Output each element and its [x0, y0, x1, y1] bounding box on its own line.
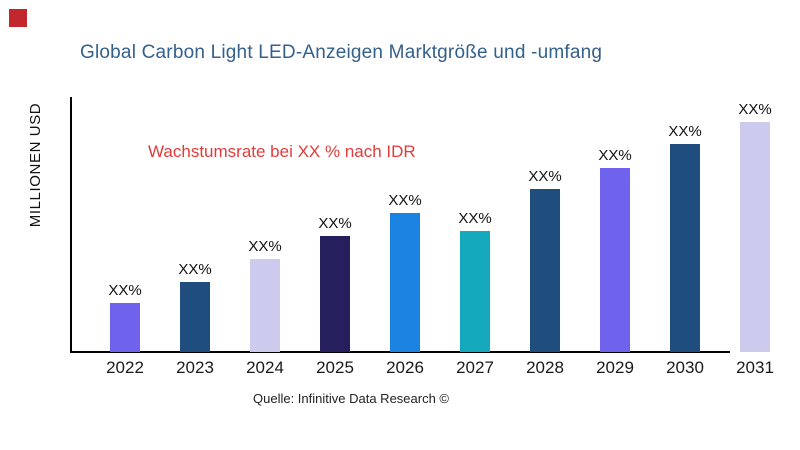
bar-value-label-2027: XX% [458, 210, 492, 227]
x-tick-label-2031: 2031 [736, 358, 774, 377]
bar-value-label-2026: XX% [388, 192, 422, 209]
y-axis-line [70, 97, 72, 352]
x-tick-label-2028: 2028 [526, 358, 564, 377]
bar-value-label-2023: XX% [178, 261, 212, 278]
x-tick-label-2024: 2024 [246, 358, 284, 377]
bar-2024 [250, 259, 280, 352]
x-tick-label-2029: 2029 [596, 358, 634, 377]
bar-2027 [460, 231, 490, 352]
x-tick-label-2023: 2023 [176, 358, 214, 377]
bar-2028 [530, 189, 560, 352]
x-tick-label-2027: 2027 [456, 358, 494, 377]
bar-2022 [110, 303, 140, 352]
x-axis-line [70, 351, 730, 353]
y-axis-label: MILLIONEN USD [27, 102, 44, 228]
bar-2031 [740, 122, 770, 352]
bar-2026 [390, 213, 420, 352]
bar-value-label-2024: XX% [248, 238, 282, 255]
bar-value-label-2031: XX% [738, 101, 772, 118]
bar-2030 [670, 144, 700, 352]
bar-value-label-2025: XX% [318, 215, 352, 232]
red-square-logo [9, 9, 27, 27]
x-tick-label-2026: 2026 [386, 358, 424, 377]
bar-2025 [320, 236, 350, 352]
bar-2029 [600, 168, 630, 352]
bar-2023 [180, 282, 210, 352]
x-tick-label-2022: 2022 [106, 358, 144, 377]
growth-rate-annotation: Wachstumsrate bei XX % nach IDR [148, 142, 416, 161]
source-attribution: Quelle: Infinitive Data Research © [253, 391, 450, 406]
bar-value-label-2022: XX% [108, 282, 142, 299]
chart-title: Global Carbon Light LED-Anzeigen Marktgr… [80, 42, 603, 63]
x-tick-label-2025: 2025 [316, 358, 354, 377]
x-tick-label-2030: 2030 [666, 358, 704, 377]
bar-value-label-2030: XX% [668, 123, 702, 140]
bar-value-label-2029: XX% [598, 147, 632, 164]
bar-value-label-2028: XX% [528, 168, 562, 185]
